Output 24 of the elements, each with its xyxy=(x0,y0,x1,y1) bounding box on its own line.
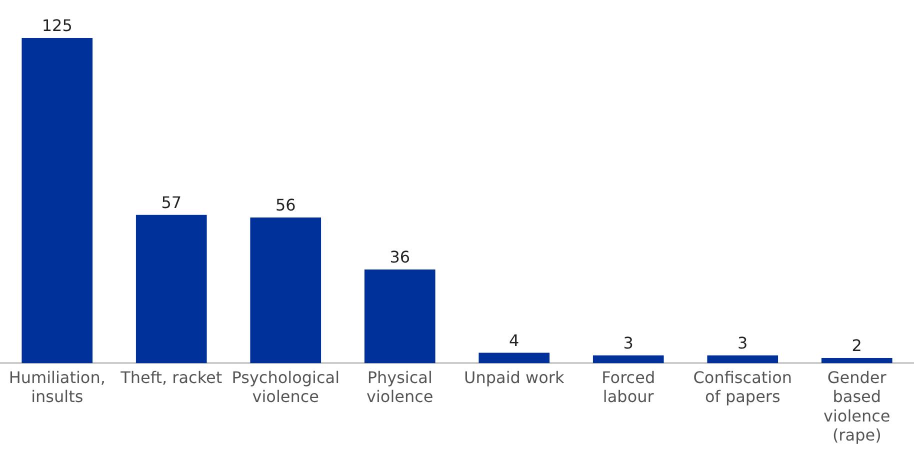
bar xyxy=(364,270,436,364)
x-tick-label: Forced labour xyxy=(602,368,656,406)
bar xyxy=(22,38,93,364)
x-tick-label: Psychological violence xyxy=(232,368,340,406)
bar xyxy=(592,355,664,364)
data-label: 4 xyxy=(509,330,520,350)
x-tick-label: Confiscation of papers xyxy=(693,368,792,406)
bar xyxy=(250,218,322,364)
data-label: 57 xyxy=(161,193,182,212)
data-label: 56 xyxy=(275,196,296,215)
x-tick-label: Unpaid work xyxy=(464,368,565,387)
data-label: 36 xyxy=(390,248,410,267)
x-tick-label: Theft, racket xyxy=(120,368,222,387)
bar xyxy=(136,214,207,364)
data-label: 3 xyxy=(738,334,748,353)
bar xyxy=(707,355,778,364)
x-tick-label: Humiliation, insults xyxy=(8,368,106,406)
bar xyxy=(478,352,550,364)
data-label: 2 xyxy=(852,336,862,356)
data-label: 3 xyxy=(623,334,634,353)
bar xyxy=(821,358,892,364)
x-tick-label: Physical violence xyxy=(366,368,434,406)
x-tick-label: Gender based violence (rape) xyxy=(823,368,890,445)
data-label: 125 xyxy=(42,16,72,36)
